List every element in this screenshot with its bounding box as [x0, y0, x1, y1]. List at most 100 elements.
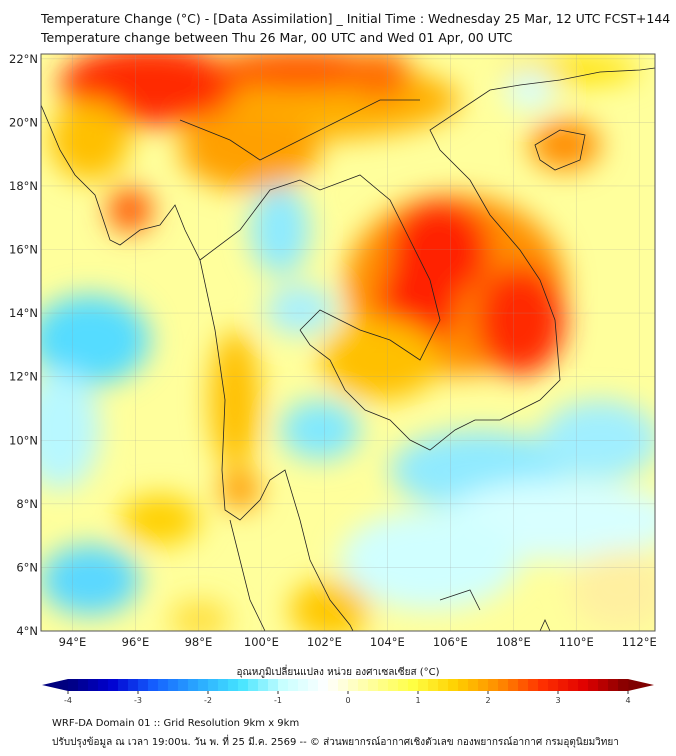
footer-update-info: ปรับปรุงข้อมูล ณ เวลา 19:00น. วัน พ. ที่… [52, 737, 619, 748]
colorbar-cell [318, 679, 329, 691]
colorbar-cell [268, 679, 279, 691]
lat-tick-label: 12°N [9, 370, 38, 384]
field-patch [220, 470, 260, 510]
colorbar-tick-label: -4 [64, 696, 72, 705]
field-patch [505, 70, 555, 110]
colorbar-cell [388, 679, 399, 691]
colorbar-cell [328, 679, 339, 691]
colorbar-tick-label: 4 [625, 696, 630, 705]
colorbar-tick-label: -1 [274, 696, 282, 705]
colorbar-cell [468, 679, 479, 691]
colorbar-cell [208, 679, 219, 691]
field-patch [570, 550, 655, 630]
colorbar-cell [508, 679, 519, 691]
lon-tick-label: 112°E [622, 635, 657, 649]
colorbar-cell [498, 679, 509, 691]
field-patch [530, 120, 600, 170]
colorbar-cell [298, 679, 309, 691]
colorbar-cell [128, 679, 139, 691]
colorbar-max-arrow [628, 679, 654, 691]
lat-tick-label: 10°N [9, 433, 38, 447]
colorbar-cell [398, 679, 409, 691]
colorbar-cell [248, 679, 259, 691]
lon-tick-label: 102°E [307, 635, 342, 649]
lon-tick-label: 100°E [244, 635, 279, 649]
field-patch [210, 54, 390, 92]
lat-tick-label: 16°N [9, 243, 38, 257]
lat-tick-label: 22°N [9, 52, 38, 66]
colorbar-cell [378, 679, 389, 691]
colorbar-cell [578, 679, 589, 691]
colorbar: -4 -3 -2 -1 0 1 2 3 4 [42, 679, 654, 705]
lat-tick-label: 14°N [9, 306, 38, 320]
colorbar-cell [338, 679, 349, 691]
colorbar-cell [408, 679, 419, 691]
field-patch [50, 100, 130, 180]
lon-tick-label: 106°E [433, 635, 468, 649]
lon-tick-label: 104°E [370, 635, 405, 649]
field-patch [290, 580, 370, 631]
colorbar-cell [178, 679, 189, 691]
colorbar-cell [598, 679, 609, 691]
colorbar-tick-label: 1 [415, 696, 420, 705]
field-patch [180, 110, 320, 190]
footer-model-info: WRF-DA Domain 01 :: Grid Resolution 9km … [52, 718, 300, 729]
lon-tick-label: 98°E [185, 635, 213, 649]
colorbar-cell [68, 679, 79, 691]
colorbar-cell [108, 679, 119, 691]
colorbar-cell [218, 679, 229, 691]
chart-subtitle: Temperature change between Thu 26 Mar, 0… [41, 30, 513, 45]
colorbar-cell [568, 679, 579, 691]
field-patch [350, 54, 410, 100]
colorbar-cell [308, 679, 319, 691]
colorbar-cell [368, 679, 379, 691]
colorbar-min-arrow [42, 679, 68, 691]
colorbar-cell [418, 679, 429, 691]
field-patch [41, 370, 100, 490]
field-patch [250, 185, 310, 275]
colorbar-cell [118, 679, 129, 691]
field-patch [170, 600, 230, 631]
colorbar-cell [148, 679, 159, 691]
lon-tick-label: 108°E [496, 635, 531, 649]
colorbar-cell [608, 679, 619, 691]
colorbar-tick-label: -3 [134, 696, 142, 705]
colorbar-cell [98, 679, 109, 691]
colorbar-tick-label: 2 [485, 696, 490, 705]
lat-tick-label: 6°N [16, 560, 38, 574]
colorbar-cell [458, 679, 469, 691]
field-patch [340, 510, 520, 610]
colorbar-cell [198, 679, 209, 691]
lon-tick-label: 94°E [59, 635, 87, 649]
lat-tick-label: 8°N [16, 497, 38, 511]
colorbar-cell [348, 679, 359, 691]
field-patch [265, 285, 335, 335]
colorbar-cell [78, 679, 89, 691]
colorbar-cell [258, 679, 269, 691]
colorbar-cell [618, 679, 629, 691]
colorbar-cell [238, 679, 249, 691]
colorbar-cell [168, 679, 179, 691]
colorbar-cell [528, 679, 539, 691]
coastline-borders [41, 67, 655, 631]
colorbar-cell [538, 679, 549, 691]
field-patch [280, 400, 360, 460]
colorbar-cell [188, 679, 199, 691]
colorbar-cell [138, 679, 149, 691]
colorbar-cell [478, 679, 489, 691]
lat-tick-label: 4°N [16, 624, 38, 638]
colorbar-cell [558, 679, 569, 691]
field-patch [475, 265, 565, 375]
colorbar-cell [428, 679, 439, 691]
colorbar-cell [548, 679, 559, 691]
lat-tick-label: 20°N [9, 115, 38, 129]
colorbar-cell [278, 679, 289, 691]
colorbar-cell [588, 679, 599, 691]
field-layer [41, 54, 655, 631]
lon-tick-label: 96°E [122, 635, 150, 649]
field-patch [320, 320, 440, 400]
colorbar-title: อุณหภูมิเปลี่ยนแปลง หน่วย องศาเซลเซียส (… [236, 667, 440, 678]
colorbar-cell [488, 679, 499, 691]
colorbar-cell [438, 679, 449, 691]
field-patch [120, 495, 200, 545]
